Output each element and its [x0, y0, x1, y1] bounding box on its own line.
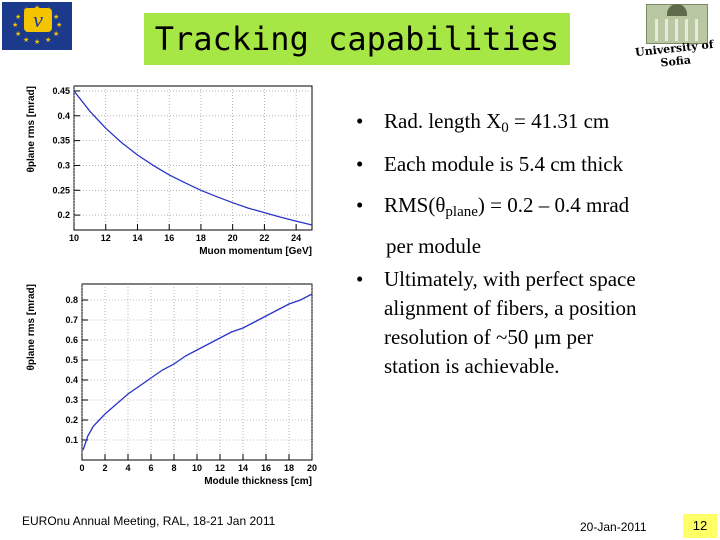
x-axis-label: Module thickness [cm] [204, 476, 312, 487]
x-tick-label: 2 [102, 463, 107, 473]
building-icon [646, 4, 708, 44]
flag-star-icon: ★ [14, 13, 22, 21]
y-axis-label: θplane rms [mrad] [26, 86, 37, 173]
flag-star-icon: ★ [23, 7, 30, 15]
flag-star-icon: ★ [34, 39, 41, 46]
x-tick-label: 18 [196, 233, 206, 243]
x-tick-label: 10 [69, 233, 79, 243]
series-line [82, 293, 313, 451]
flag-star-icon: ★ [45, 36, 52, 44]
x-tick-label: 14 [132, 233, 142, 243]
flag-star-icon: ★ [53, 13, 60, 21]
bullet-rms: • RMS(θplane) = 0.2 – 0.4 mrad [356, 193, 630, 220]
x-tick-label: 20 [307, 463, 317, 473]
page-number: 12 [683, 514, 717, 538]
flag-star-icon: ★ [23, 36, 30, 44]
series-line [73, 90, 313, 226]
chart-momentum: 10 12 14 16 18 20 22 24 0.2 0.25 0.3 0.35 0.4 0.45 Muo… [26, 85, 313, 257]
plot-frame [73, 85, 313, 231]
flag-star-icon: ★ [14, 30, 22, 38]
bullet-module-thickness: • Each module is 5.4 cm thick [356, 152, 624, 176]
university-logo: University of Sofia [632, 2, 718, 70]
flag-star-icon: ★ [56, 22, 63, 29]
x-tick-label: 16 [164, 233, 174, 243]
y-tick-label: 0.3 [57, 160, 70, 170]
x-tick-label: 24 [291, 233, 301, 243]
bullet-list: • Rad. length X0 = 41.31 cm • Each module … [356, 110, 716, 394]
x-tick-label: 12 [101, 233, 111, 243]
title-box: Tracking capabilities [144, 13, 570, 65]
footer-date: 20-Jan-2011 [580, 520, 647, 534]
x-tick-label: 6 [148, 463, 153, 473]
x-tick-label: 18 [284, 463, 294, 473]
y-tick-label: 0.4 [65, 375, 78, 385]
flag-star-icon: ★ [12, 22, 19, 29]
chart-thickness: 0 2 4 6 8 10 12 14 16 18 20 0.1 0.2 0.3 0.4 0.5 0.6 0.7 0.… [26, 283, 317, 487]
bullet-rms-cont: per module [386, 234, 482, 258]
y-tick-label: 0.6 [65, 335, 78, 345]
bullet-rad-length: • Rad. length X0 = 41.31 cm [356, 109, 610, 137]
x-tick-label: 14 [238, 463, 248, 473]
y-tick-label: 0.45 [52, 86, 70, 96]
y-tick-label: 0.2 [57, 210, 70, 220]
x-tick-label: 22 [259, 233, 269, 243]
x-tick-label: 20 [228, 233, 238, 243]
nu-symbol: ν [24, 8, 52, 32]
y-tick-label: 0.2 [65, 415, 78, 425]
y-tick-label: 0.8 [65, 295, 78, 305]
flag-star-icon: ★ [34, 5, 41, 12]
eu-flag-logo: ν ★ ★ ★ ★ ★ ★ ★ ★ ★ ★ ★ ★ [2, 2, 72, 50]
y-tick-label: 0.1 [65, 435, 78, 445]
flag-star-icon: ★ [45, 7, 52, 15]
page-title: Tracking capabilities [154, 20, 560, 58]
university-logo-text: University of Sofia [634, 37, 715, 70]
y-tick-label: 0.3 [65, 395, 78, 405]
x-tick-label: 12 [215, 463, 225, 473]
x-tick-label: 16 [261, 463, 271, 473]
x-tick-label: 4 [125, 463, 130, 473]
x-tick-label: 8 [171, 463, 176, 473]
x-tick-label: 10 [192, 463, 202, 473]
y-tick-label: 0.4 [57, 111, 70, 121]
bullet-resolution: • Ultimately, with perfect space alignme… [356, 267, 637, 378]
y-axis-label: θplane rms [mrad] [26, 284, 37, 371]
footer-meeting: EUROnu Annual Meeting, RAL, 18-21 Jan 20… [22, 514, 276, 528]
x-axis-label: Muon momentum [GeV] [199, 246, 312, 257]
y-tick-label: 0.7 [65, 315, 78, 325]
y-tick-label: 0.5 [65, 355, 78, 365]
y-tick-label: 0.25 [52, 185, 70, 195]
y-tick-label: 0.35 [52, 136, 70, 146]
flag-star-icon: ★ [53, 30, 60, 38]
x-tick-label: 0 [79, 463, 84, 473]
